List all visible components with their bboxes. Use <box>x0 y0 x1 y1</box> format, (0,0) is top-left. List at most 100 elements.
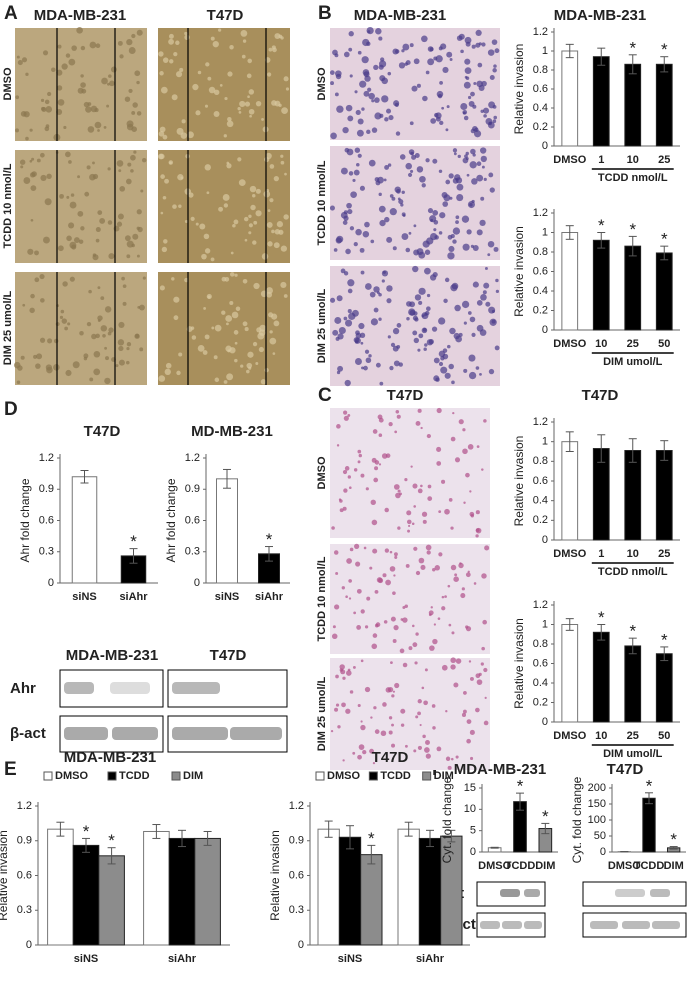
y-tick-label: 0.2 <box>533 514 548 526</box>
chart-title: T47D <box>372 749 409 766</box>
cell <box>339 664 345 670</box>
cell <box>386 108 392 114</box>
cell <box>441 106 445 110</box>
y-axis-label: Cyt. fold change <box>440 776 454 863</box>
cell <box>276 221 284 228</box>
cell <box>246 369 250 374</box>
cell <box>410 169 414 173</box>
cell <box>359 247 365 253</box>
y-tick-label: 0.6 <box>533 83 548 95</box>
cell <box>126 120 134 128</box>
cell <box>158 375 166 382</box>
cell <box>383 620 388 624</box>
cell <box>59 193 64 199</box>
cell <box>61 63 68 70</box>
cell <box>248 89 255 95</box>
cell <box>447 765 452 770</box>
cell <box>57 245 64 252</box>
cell <box>261 253 269 260</box>
cell <box>478 84 485 92</box>
cell <box>213 111 220 117</box>
cell <box>35 363 41 369</box>
cell <box>269 337 277 345</box>
panel-letter: B <box>318 3 332 24</box>
cell <box>83 356 88 361</box>
blot-band <box>650 889 670 897</box>
cell <box>424 747 430 753</box>
cell <box>330 81 334 86</box>
cell <box>360 270 365 275</box>
cell <box>159 126 166 133</box>
cell <box>329 205 335 211</box>
row-label: TCDD 10 nmol/L <box>316 160 328 245</box>
cell <box>178 352 183 357</box>
cell <box>345 248 351 255</box>
cell <box>393 625 399 631</box>
cell <box>107 167 111 171</box>
cell <box>442 353 449 360</box>
cell <box>449 327 456 335</box>
cell <box>420 426 423 430</box>
cell <box>349 226 355 231</box>
cell <box>408 646 413 651</box>
cell <box>252 194 256 198</box>
cell <box>55 322 60 327</box>
cell <box>391 743 396 748</box>
cell <box>411 522 415 526</box>
blot-band <box>590 921 618 929</box>
cell <box>488 368 495 375</box>
cell <box>347 668 351 672</box>
cell <box>175 71 183 78</box>
cell <box>412 624 415 628</box>
bar <box>71 476 98 584</box>
cell <box>231 311 239 319</box>
legend-swatch <box>315 771 325 781</box>
cell <box>117 213 124 220</box>
cell <box>460 593 466 599</box>
cell <box>443 298 448 304</box>
cell <box>473 82 477 86</box>
cell <box>444 277 450 283</box>
cell <box>134 70 141 77</box>
cell <box>463 691 467 695</box>
cell <box>223 380 228 384</box>
bar <box>561 441 579 541</box>
cell <box>494 345 500 351</box>
cell <box>334 53 339 58</box>
cell <box>425 544 432 551</box>
cell <box>481 646 485 651</box>
cell <box>159 285 165 291</box>
cell <box>378 578 384 584</box>
cell <box>432 568 436 572</box>
cell <box>110 66 117 73</box>
cell <box>421 35 428 43</box>
cell <box>223 134 227 138</box>
cell <box>253 282 260 290</box>
cell <box>378 433 383 438</box>
cell <box>364 625 369 629</box>
cell <box>395 410 400 414</box>
cell <box>450 564 457 571</box>
cell <box>27 248 34 255</box>
cell <box>369 566 373 570</box>
cell <box>467 570 470 573</box>
cell <box>40 106 45 111</box>
cell <box>78 239 84 244</box>
cell <box>176 370 181 376</box>
cell <box>394 430 398 434</box>
cell <box>347 115 354 122</box>
cell <box>410 465 413 468</box>
x-tick-label: 10 <box>595 730 607 742</box>
cell <box>388 716 393 720</box>
cell <box>261 117 265 121</box>
cell <box>468 100 475 107</box>
cell <box>425 158 430 163</box>
cell <box>444 508 450 515</box>
bar <box>642 797 656 853</box>
cell <box>369 748 374 754</box>
cell <box>356 162 360 167</box>
cell <box>378 292 382 297</box>
y-tick-label: 150 <box>588 798 606 810</box>
cell <box>192 83 199 91</box>
panel-letter: E <box>4 759 17 780</box>
